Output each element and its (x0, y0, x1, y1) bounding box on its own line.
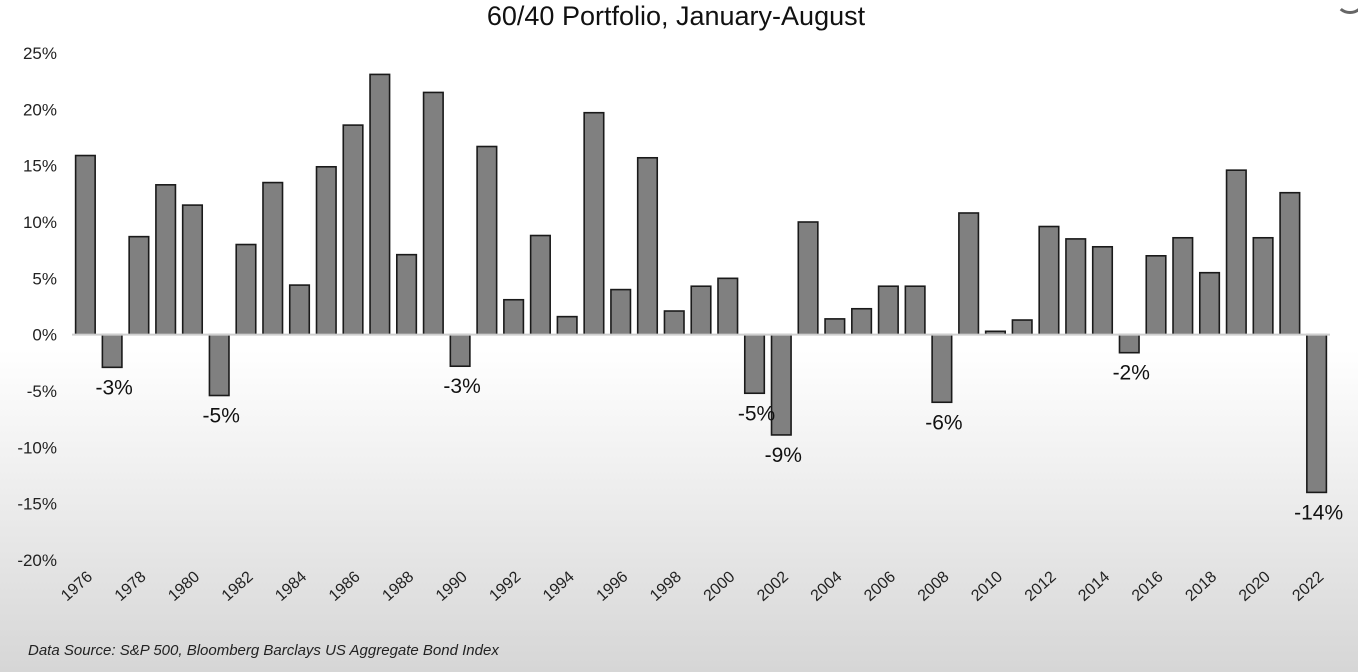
bar-2003 (797, 221, 819, 336)
bar-1978 (128, 235, 150, 336)
x-tick-label: 2000 (701, 568, 739, 605)
bar-1997 (636, 156, 659, 336)
bar-1989 (422, 91, 444, 336)
y-axis-tick-labels: 25% 20% 15% 10% 5% 0% -5% -10% -15% -20% (17, 44, 57, 570)
bar-1991 (476, 145, 498, 336)
x-tick-label: 2008 (915, 568, 953, 605)
bar-1987 (369, 73, 391, 336)
x-tick-label: 1984 (272, 568, 310, 605)
data-label-2008: -6% (925, 411, 962, 434)
bar-2009 (958, 212, 980, 336)
bar-1996 (610, 288, 632, 336)
y-tick-label: 10% (23, 213, 57, 232)
bar-1990 (449, 333, 471, 368)
y-tick-label: -10% (17, 438, 57, 457)
bar-2013 (1065, 238, 1087, 336)
x-tick-label: 2006 (861, 568, 899, 605)
x-tick-label: 1986 (326, 568, 364, 605)
y-tick-label: -15% (17, 495, 57, 514)
x-tick-label: 2022 (1289, 568, 1327, 605)
x-tick-label: 1978 (112, 568, 150, 605)
bar-1979 (155, 184, 177, 336)
bar-1995 (583, 111, 605, 336)
bar-2006 (877, 285, 899, 336)
bar-1999 (690, 285, 712, 336)
bar-1986 (342, 124, 364, 336)
data-source-note: Data Source: S&P 500, Bloomberg Barclays… (28, 642, 499, 659)
x-tick-label: 2002 (754, 568, 792, 605)
bar-1994 (556, 315, 578, 336)
x-tick-label: 1976 (58, 568, 96, 605)
y-tick-label: 0% (32, 326, 57, 345)
x-tick-label: 1982 (219, 568, 257, 605)
bar-1981 (208, 333, 230, 397)
x-tick-label: 1988 (379, 568, 417, 605)
y-tick-label: -20% (17, 551, 57, 570)
x-tick-label: 1992 (486, 568, 524, 605)
corner-logo-icon (1336, 0, 1358, 14)
x-tick-label: 1994 (540, 568, 578, 605)
y-tick-label: 15% (23, 157, 57, 176)
bar-2008 (931, 333, 953, 404)
data-label-2015: -2% (1113, 362, 1150, 385)
bar-2014 (1091, 245, 1114, 336)
bar-1998 (663, 310, 685, 336)
bars (74, 73, 1328, 494)
bar-2015 (1118, 333, 1140, 354)
y-tick-label: 5% (32, 269, 57, 288)
x-tick-label: 1980 (165, 568, 203, 605)
bar-1983 (262, 181, 284, 336)
data-label-2022: -14% (1294, 501, 1343, 524)
bar-2021 (1279, 191, 1301, 336)
x-tick-label: 2010 (968, 568, 1006, 605)
bar-1977 (101, 333, 123, 369)
x-tick-label: 1990 (433, 568, 471, 605)
data-label-2001: -5% (738, 402, 775, 425)
bar-1988 (395, 253, 418, 336)
bar-2005 (851, 307, 873, 336)
x-tick-label: 1996 (594, 568, 632, 605)
data-label-1990: -3% (443, 375, 480, 398)
chart-title: 60/40 Portfolio, January-August (487, 1, 866, 31)
bar-2019 (1225, 169, 1247, 336)
bar-2001 (743, 333, 766, 395)
bar-1985 (315, 165, 337, 336)
bar-2016 (1145, 255, 1167, 336)
bar-2004 (824, 318, 846, 336)
x-tick-label: 2014 (1075, 568, 1113, 605)
bar-2007 (904, 285, 926, 336)
y-tick-label: 25% (23, 44, 57, 63)
bar-1992 (503, 298, 525, 336)
bar-2022 (1306, 333, 1328, 494)
bar-2020 (1252, 236, 1274, 336)
bar-1980 (181, 204, 204, 336)
x-tick-label: 2012 (1022, 568, 1060, 605)
bar-1993 (529, 234, 551, 336)
y-tick-label: -5% (27, 382, 57, 401)
x-tick-label: 2016 (1129, 568, 1167, 605)
bar-1982 (235, 243, 257, 336)
bar-2011 (1011, 319, 1033, 336)
bar-2012 (1038, 225, 1060, 336)
bar-2017 (1172, 236, 1194, 336)
data-labels: -3% -5% -3% -5% -9% -6% -2% -14% (95, 362, 1343, 525)
bar-1976 (74, 154, 96, 336)
bar-2018 (1198, 271, 1221, 336)
x-axis-tick-labels: 1976 1978 1980 1982 1984 1986 1988 1990 1992 1994… (58, 568, 1327, 605)
x-tick-label: 2018 (1182, 568, 1220, 605)
x-tick-label: 2020 (1236, 568, 1274, 605)
bar-2000 (717, 277, 739, 336)
x-tick-label: 2004 (808, 568, 846, 605)
y-tick-label: 20% (23, 100, 57, 119)
data-label-1981: -5% (203, 405, 240, 428)
data-label-2002: -9% (765, 444, 802, 467)
x-tick-label: 1998 (647, 568, 685, 605)
bar-1984 (288, 284, 311, 336)
data-label-1977: -3% (95, 376, 132, 399)
